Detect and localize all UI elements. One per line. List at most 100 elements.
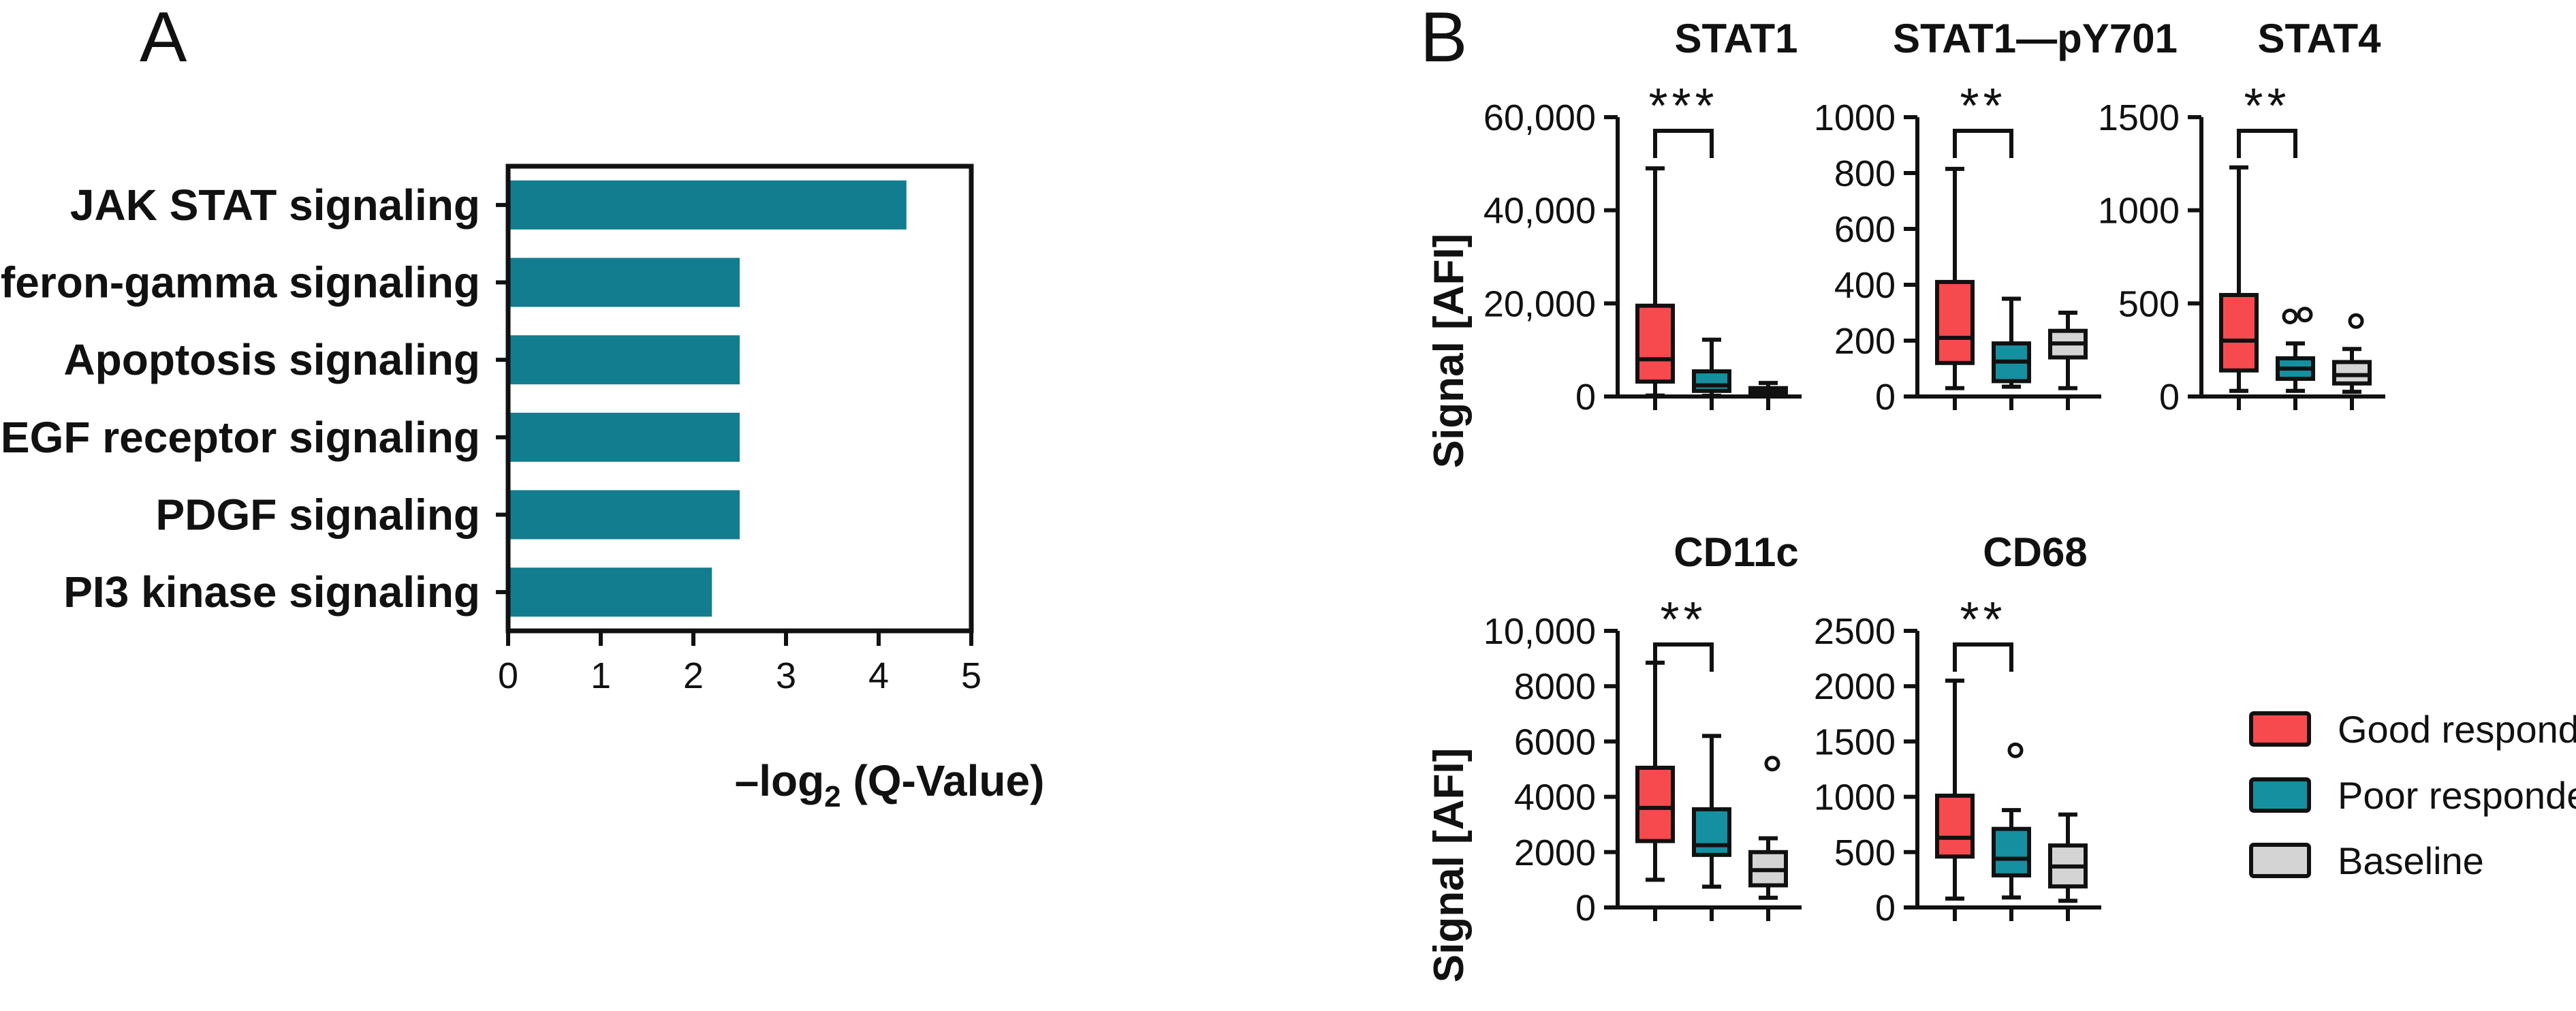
bar-interferon-gamma-signaling <box>508 258 740 307</box>
bar-label-jak-stat-signaling: JAK STAT signaling <box>70 181 480 230</box>
significance-bracket <box>2237 129 2297 158</box>
bar-chart-pathways: JAK STAT signaling Interferon-gamma signa… <box>0 164 981 696</box>
significance-bracket <box>1953 642 2013 672</box>
y-tick-label: 800 <box>1834 153 1896 194</box>
significance-stars: ** <box>2244 79 2290 134</box>
outlier-point <box>2007 742 2024 758</box>
outlier-point <box>2282 308 2298 324</box>
outlier-point <box>1764 756 1780 772</box>
x-tick-label: 1 <box>591 655 611 696</box>
x-tick-label: 4 <box>868 655 889 696</box>
box-baseline <box>1748 381 1788 410</box>
bar-label-pdgf-signaling: PDGF signaling <box>156 491 480 540</box>
significance-stars: ** <box>1960 593 2006 647</box>
legend-item-good-responder: Good responder <box>2249 708 2576 751</box>
y-tick-label: 60,000 <box>1483 97 1596 138</box>
y-tick-label: 1000 <box>2098 191 2180 232</box>
significance-stars: ** <box>1660 593 1706 647</box>
box-baseline <box>2048 812 2088 921</box>
plot-title-cd11c: CD11c <box>1674 529 1798 575</box>
plot-title-cd68: CD68 <box>1983 529 2087 575</box>
box-baseline <box>1748 756 1788 921</box>
y-tick-label: 1500 <box>2098 97 2180 138</box>
box-iqr <box>1692 369 1731 393</box>
boxplot-stat1: STAT1 0 20,000 40,000 60,000 *** <box>1483 16 1802 418</box>
y-tick-label: 400 <box>1834 265 1896 306</box>
legend-swatch-poor <box>2249 777 2311 813</box>
box-iqr <box>1635 765 1675 843</box>
x-axis-title-main: –log <box>735 756 825 805</box>
box-poor-responder <box>1992 742 2031 921</box>
significance-bracket <box>1653 642 1714 672</box>
y-tick-label: 40,000 <box>1483 191 1596 232</box>
y-tick-label: 8000 <box>1514 666 1596 707</box>
bar-pi3-kinase-signaling <box>508 567 712 617</box>
y-tick-label: 1000 <box>1814 777 1896 818</box>
bar-label-egf-receptor-signaling: EGF receptor signaling <box>1 413 480 462</box>
y-tick-label: 0 <box>1575 888 1596 929</box>
box-iqr <box>1992 826 2031 877</box>
panel-a-letter: A <box>140 0 187 77</box>
y-tick-label: 500 <box>2118 283 2180 324</box>
box-iqr <box>1935 793 1975 859</box>
box-poor-responder <box>1692 734 1731 921</box>
y-tick-label: 1500 <box>1814 721 1896 762</box>
y-tick-label: 600 <box>1834 209 1896 250</box>
y-tick-label: 2000 <box>1514 833 1596 873</box>
bar-apoptosis-signaling <box>508 335 740 385</box>
box-plots: STAT1 0 20,000 40,000 60,000 *** STAT1—pY701 0 2… <box>1483 16 2385 929</box>
significance-bracket <box>1953 129 2013 158</box>
plot-title-stat1-py701: STAT1—pY701 <box>1893 16 2178 61</box>
box-good-responder <box>1635 166 1675 410</box>
boxplot-cd68: CD68 0 500 1000 1500 2000 2500 ** <box>1814 529 2101 929</box>
bar-jak-stat-signaling <box>508 180 907 230</box>
y-tick-label: 6000 <box>1514 721 1596 762</box>
y-tick-label: 0 <box>2159 377 2180 418</box>
box-iqr <box>1692 807 1731 857</box>
y-tick-label: 500 <box>1834 833 1896 873</box>
bar-label-apoptosis-signaling: Apoptosis signaling <box>63 335 480 384</box>
y-tick-label: 0 <box>1875 888 1896 929</box>
significance-stars: *** <box>1648 79 1718 134</box>
x-tick-label: 2 <box>683 655 704 696</box>
box-iqr <box>1635 303 1675 384</box>
boxplot-stat4: STAT4 0 500 1000 1500 ** <box>2098 16 2385 418</box>
x-tick-label: 0 <box>498 655 518 696</box>
y-tick-label: 0 <box>1875 377 1896 418</box>
box-poor-responder <box>1692 337 1731 410</box>
y-tick-label: 200 <box>1834 321 1896 362</box>
legend-swatch-good <box>2249 711 2311 747</box>
bar-label-interferon-gamma-signaling: Interferon-gamma signaling <box>0 258 480 307</box>
bar-chart-x-axis-title: –log2 (Q-Value) <box>735 756 1045 813</box>
box-iqr <box>2332 360 2372 386</box>
y-tick-label: 2000 <box>1814 666 1896 707</box>
x-axis-title-subscript: 2 <box>824 780 841 813</box>
y-tick-label: 4000 <box>1514 777 1596 818</box>
significance-bracket <box>1653 129 1714 158</box>
legend-swatch-baseline <box>2249 843 2311 878</box>
top-row-y-axis-title: Signal [AFI] <box>1426 234 1473 468</box>
box-good-responder <box>2219 165 2259 410</box>
box-good-responder <box>1935 166 1975 410</box>
x-tick-label: 5 <box>961 655 981 696</box>
boxplot-stat1-py701: STAT1—pY701 0 200 400 600 800 1000 ** <box>1814 16 2178 418</box>
legend-label-baseline: Baseline <box>2338 839 2484 882</box>
panel-b-letter: B <box>1420 0 1467 77</box>
significance-stars: ** <box>1960 79 2006 134</box>
box-good-responder <box>1935 679 1975 921</box>
legend-label-good: Good responder <box>2338 708 2576 751</box>
box-iqr <box>2219 293 2259 373</box>
plot-title-stat1: STAT1 <box>1674 16 1797 61</box>
outlier-point <box>2348 313 2364 329</box>
bar-egf-receptor-signaling <box>508 412 740 462</box>
box-poor-responder <box>1992 296 2031 410</box>
y-tick-label: 10,000 <box>1483 611 1596 652</box>
y-tick-label: 1000 <box>1814 97 1896 138</box>
bar-pdgf-signaling <box>508 490 740 540</box>
bar-label-pi3-kinase-signaling: PI3 kinase signaling <box>63 567 480 617</box>
box-good-responder <box>1635 660 1675 921</box>
y-tick-label: 2500 <box>1814 611 1896 652</box>
x-axis-title-tail: (Q-Value) <box>841 756 1045 805</box>
x-tick-label: 3 <box>776 655 796 696</box>
